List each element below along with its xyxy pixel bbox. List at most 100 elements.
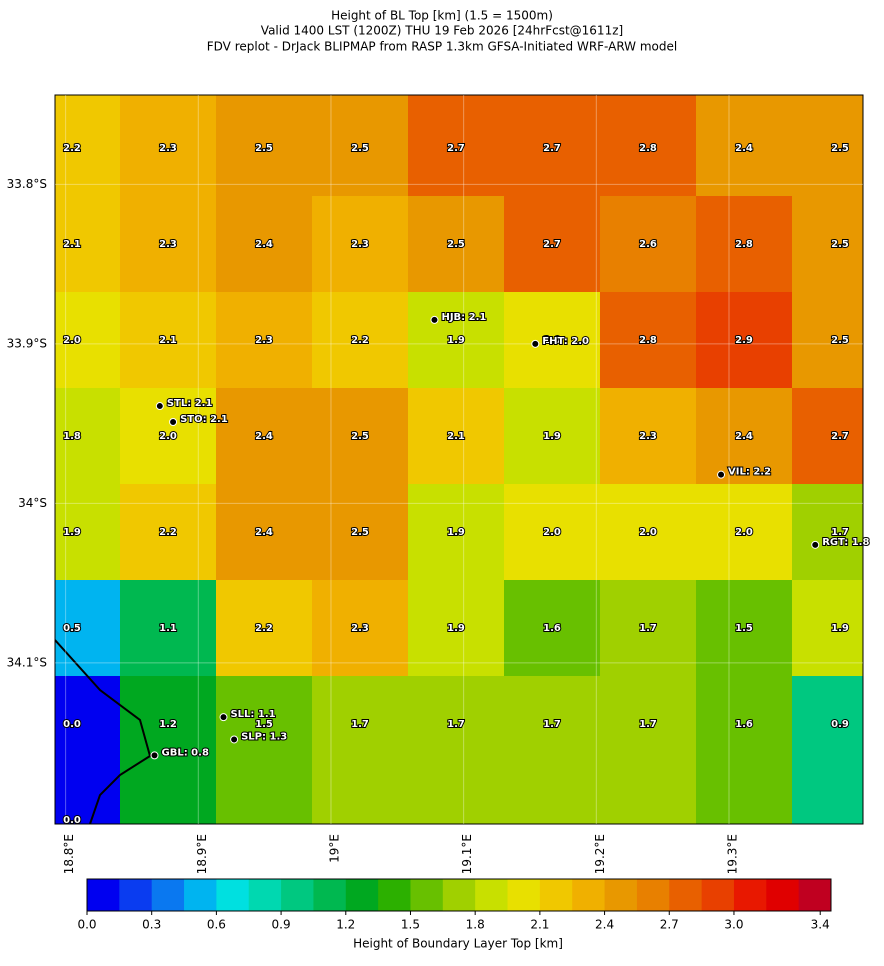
colorbar-tick-label: 0.6 [207, 918, 226, 932]
grid-cell [696, 484, 792, 580]
colorbar-swatch [539, 879, 573, 911]
grid-value-label: 1.7 [639, 719, 657, 730]
grid-value-label: 2.4 [255, 239, 273, 250]
grid-value-label: 2.3 [351, 239, 369, 250]
grid-cell [120, 484, 216, 580]
coastline [55, 639, 152, 824]
colorbar-swatch [248, 879, 282, 911]
x-tick-label: 18.8°E [62, 834, 76, 874]
grid-cell [504, 95, 600, 196]
grid-cell [120, 95, 216, 196]
grid-value-label: 1.9 [63, 527, 81, 538]
station-label: SLL: 1.1 [230, 709, 275, 720]
grid-cell [408, 676, 504, 824]
grid-cell [312, 580, 408, 676]
colorbar-tick-label: 3.0 [724, 918, 743, 932]
grid-cell [216, 292, 312, 388]
grid-value-label: 1.5 [735, 623, 753, 634]
grid-value-label: 1.9 [447, 527, 465, 538]
grid-value-label: 1.7 [639, 623, 657, 634]
x-tick-label: 19°E [327, 834, 341, 863]
grid-value-label: 0.5 [63, 623, 81, 634]
grid-value-label: 2.5 [351, 431, 369, 442]
colorbar-swatch [475, 879, 509, 911]
grid-cell [792, 484, 863, 580]
grid-cell [120, 196, 216, 292]
colorbar-swatch [733, 879, 767, 911]
grid-value-label: 2.3 [159, 239, 177, 250]
grid-cell [504, 388, 600, 484]
grid-value-label: 1.7 [831, 527, 849, 538]
grid-cell [312, 484, 408, 580]
grid-cell [792, 292, 863, 388]
grid-cell [600, 388, 696, 484]
grid-value-label: 1.1 [159, 623, 177, 634]
grid-value-label: 1.9 [447, 335, 465, 346]
colorbar-swatch [766, 879, 800, 911]
grid-cell [792, 676, 863, 824]
y-tick-label: 34°S [18, 496, 47, 510]
x-tick-label: 19.3°E [725, 834, 739, 874]
grid-value-label: 2.5 [255, 143, 273, 154]
colorbar-tick-label: 3.4 [811, 918, 830, 932]
colorbar-tick-label: 0.3 [142, 918, 161, 932]
grid-cell [312, 676, 408, 824]
colorbar-tick-label: 1.5 [401, 918, 420, 932]
grid-value-label: 2.5 [831, 335, 849, 346]
grid-value-label: 2.1 [63, 239, 81, 250]
grid-cell [696, 388, 792, 484]
colorbar-swatch [119, 879, 153, 911]
colorbar-swatch [572, 879, 606, 911]
grid-cell [55, 95, 120, 196]
grid-cell [216, 196, 312, 292]
grid-cell [55, 484, 120, 580]
grid-value-label: 2.3 [159, 143, 177, 154]
grid-value-label: 1.7 [543, 719, 561, 730]
grid-cell [696, 580, 792, 676]
colorbar-label: Height of Boundary Layer Top [km] [353, 937, 563, 951]
station-marker [219, 713, 228, 722]
grid-cell [216, 484, 312, 580]
grid-cell [600, 95, 696, 196]
grid-value-label: 2.4 [735, 143, 753, 154]
grid-value-label: 2.5 [351, 143, 369, 154]
grid-value-label: 2.0 [543, 335, 561, 346]
colorbar-swatch [410, 879, 444, 911]
station-label: SLP: 1.3 [241, 731, 287, 742]
grid-value-label: 1.9 [543, 431, 561, 442]
grid-value-label: 2.5 [351, 527, 369, 538]
colorbar-tick-label: 2.4 [595, 918, 614, 932]
grid-cell [792, 196, 863, 292]
grid-cell [696, 676, 792, 824]
grid-value-label: 2.2 [159, 527, 177, 538]
grid-cell [792, 388, 863, 484]
colorbar-swatch [669, 879, 703, 911]
grid-cell [216, 580, 312, 676]
grid-value-label: 1.6 [735, 719, 753, 730]
grid-cell [55, 196, 120, 292]
grid-cell [504, 196, 600, 292]
colorbar-tick-label: 2.1 [530, 918, 549, 932]
grid-value-label: 2.4 [255, 527, 273, 538]
grid-cell [408, 292, 504, 388]
colorbar-swatch [151, 879, 185, 911]
grid-cell [504, 580, 600, 676]
grid-cell [504, 676, 600, 824]
colorbar-tick-label: 2.7 [660, 918, 679, 932]
grid-value-label: 2.7 [543, 143, 561, 154]
grid-cell [792, 580, 863, 676]
grid-cell [408, 484, 504, 580]
grid-cell [55, 580, 120, 676]
colorbar-tick-label: 0.0 [77, 918, 96, 932]
station-label: VIL: 2.2 [728, 467, 771, 478]
chart-subtitle: Valid 1400 LST (1200Z) THU 19 Feb 2026 [… [261, 24, 623, 38]
grid-value-label: 1.9 [447, 623, 465, 634]
colorbar-tick-label: 0.9 [272, 918, 291, 932]
grid-value-label: 2.0 [639, 527, 657, 538]
grid-cell [312, 95, 408, 196]
colorbar-swatch [701, 879, 735, 911]
grid-cell [312, 292, 408, 388]
colorbar-swatch [507, 879, 541, 911]
grid-value-label: 2.8 [639, 335, 657, 346]
grid-cell [216, 676, 312, 824]
